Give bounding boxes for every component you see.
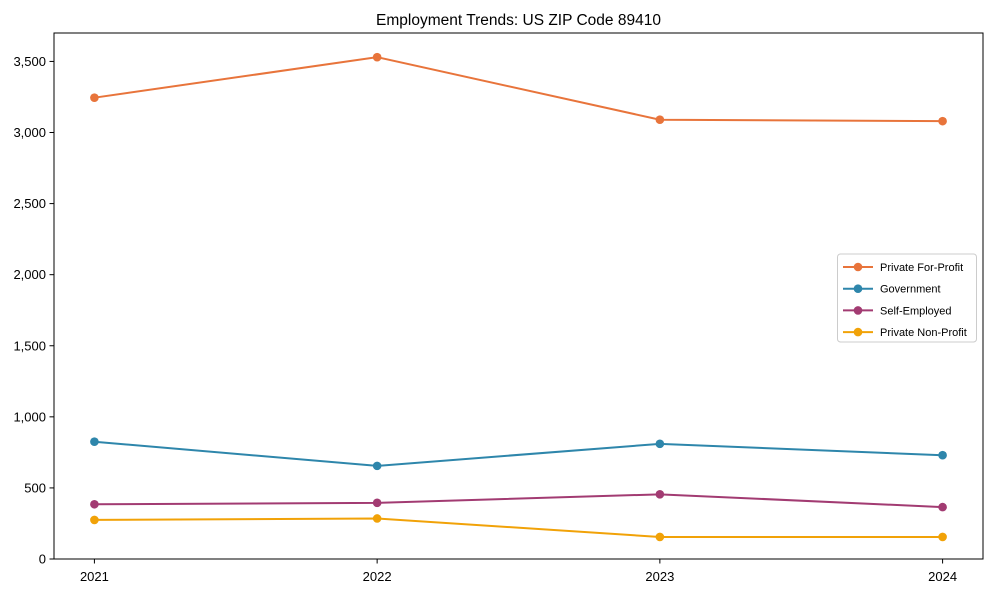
data-point-self-employed-2023 <box>655 490 665 499</box>
data-point-private-non-profit-2022 <box>372 514 382 523</box>
legend-marker <box>853 327 863 337</box>
x-tick-label: 2024 <box>928 569 957 584</box>
series-line-private-for-profit <box>93 56 944 123</box>
y-tick-label: 500 <box>24 480 46 495</box>
legend-marker <box>853 306 863 315</box>
data-point-government-2021 <box>90 437 99 447</box>
legend-label: Self-Employed <box>880 305 952 317</box>
data-point-self-employed-2022 <box>372 498 382 508</box>
data-point-private-for-profit-2022 <box>372 52 382 62</box>
y-tick-label: 1,500 <box>13 338 46 353</box>
y-tick-label: 2,000 <box>13 267 46 282</box>
axes-frame <box>53 32 984 560</box>
x-tick-label: 2021 <box>80 569 109 584</box>
data-point-self-employed-2021 <box>90 499 99 509</box>
data-point-private-for-profit-2021 <box>90 93 99 102</box>
data-point-private-for-profit-2023 <box>655 115 665 125</box>
y-tick-label: 3,000 <box>13 125 46 140</box>
legend: Private For-Profit Government Self-Employe… <box>837 253 977 343</box>
series-line-government <box>93 440 944 467</box>
x-tick-label: 2023 <box>645 569 674 584</box>
legend-label: Government <box>880 284 941 296</box>
y-tick-label: 1,000 <box>13 409 46 424</box>
legend-marker <box>853 284 863 294</box>
legend-label: Private For-Profit <box>880 262 963 274</box>
series-line-self-employed <box>93 493 944 509</box>
series-line-private-non-profit <box>93 517 944 538</box>
data-point-government-2024 <box>938 450 947 460</box>
data-point-government-2022 <box>372 461 382 471</box>
data-point-self-employed-2024 <box>938 502 947 512</box>
data-point-private-for-profit-2024 <box>938 116 947 126</box>
data-point-private-non-profit-2024 <box>938 532 947 542</box>
data-point-private-non-profit-2023 <box>655 532 665 542</box>
y-tick-label: 3,500 <box>13 54 46 69</box>
y-tick-label: 0 <box>39 552 46 567</box>
chart-title: Employment Trends: US ZIP Code 89410 <box>376 12 661 29</box>
legend-box <box>837 253 977 343</box>
data-point-private-non-profit-2021 <box>90 515 99 525</box>
legend-label: Private Non-Profit <box>880 327 967 339</box>
legend-marker <box>853 262 863 272</box>
data-point-government-2023 <box>655 439 665 449</box>
x-tick-label: 2022 <box>363 569 392 584</box>
y-tick-label: 2,500 <box>13 196 46 211</box>
